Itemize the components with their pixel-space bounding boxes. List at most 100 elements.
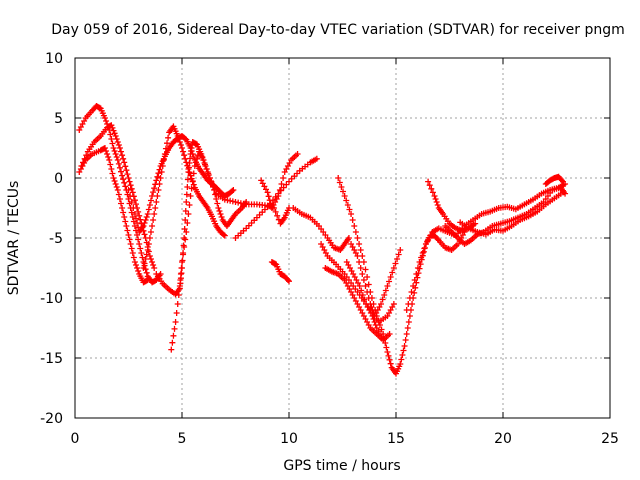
data-point (193, 155, 200, 162)
data-point (264, 203, 271, 210)
x-tick-labels: 0 5 10 15 20 25 (71, 431, 619, 447)
data-point (211, 186, 218, 193)
data-point (141, 260, 148, 267)
data-point (278, 181, 285, 187)
data-point (124, 227, 131, 234)
data-point (179, 145, 185, 151)
data-point (362, 283, 369, 289)
data-point (120, 155, 127, 162)
data-point (203, 166, 210, 172)
data-point (157, 175, 164, 181)
data-point (256, 211, 263, 218)
data-point (365, 295, 372, 301)
data-point (118, 168, 125, 175)
data-point (356, 259, 363, 265)
data-point (400, 347, 407, 354)
data-point (275, 193, 282, 199)
data-point (365, 281, 372, 288)
data-point (81, 155, 88, 162)
data-point (294, 151, 301, 157)
data-point (165, 134, 172, 141)
data-point (146, 235, 153, 241)
data-point (175, 136, 182, 142)
data-point (382, 287, 389, 294)
data-point (83, 152, 90, 159)
data-point (181, 244, 188, 250)
data-point (399, 352, 406, 358)
data-point (169, 339, 176, 346)
data-point (149, 223, 156, 229)
data-point (349, 217, 356, 223)
data-point (107, 161, 114, 168)
data-point (110, 127, 117, 134)
data-point (218, 214, 225, 220)
data-point (413, 271, 420, 277)
data-point (379, 296, 386, 303)
data-point (405, 301, 412, 307)
y-tick-label: 0 (54, 171, 63, 187)
data-point (434, 236, 441, 243)
data-point (174, 301, 181, 307)
data-point (384, 349, 391, 355)
y-tick-label: 10 (45, 51, 63, 67)
data-point (136, 241, 143, 247)
data-point (130, 205, 137, 211)
y-tick-label: 5 (54, 111, 63, 127)
data-point (401, 343, 408, 349)
data-point (390, 301, 397, 307)
data-point (429, 189, 436, 196)
data-point (356, 241, 363, 247)
data-point (181, 152, 188, 159)
data-point (144, 211, 151, 217)
data-point (184, 176, 191, 183)
data-point (276, 187, 283, 193)
data-point (243, 225, 250, 232)
data-point (378, 301, 385, 307)
data-point (180, 251, 187, 258)
data-point (348, 211, 355, 217)
data-point (416, 259, 423, 265)
data-point (127, 193, 134, 199)
series-track-18 (425, 178, 479, 234)
data-point (128, 245, 135, 252)
data-point (109, 124, 116, 131)
data-point (340, 188, 347, 195)
data-point (389, 269, 396, 276)
x-tick-label: 10 (280, 431, 298, 447)
data-point (404, 325, 411, 331)
data-point (428, 185, 435, 192)
data-point (405, 319, 412, 325)
data-point (384, 283, 391, 289)
data-point (341, 193, 348, 199)
data-point (183, 199, 190, 205)
data-point (280, 175, 287, 181)
data-point (265, 193, 272, 200)
data-point (411, 289, 418, 296)
data-point (103, 118, 110, 124)
data-point (286, 178, 292, 185)
data-point (425, 178, 432, 185)
data-point (110, 145, 117, 151)
data-point (403, 331, 410, 337)
data-point (131, 211, 138, 217)
data-point (364, 289, 371, 295)
data-point (161, 151, 168, 157)
data-point (361, 296, 368, 303)
data-point (559, 189, 566, 196)
data-point (152, 205, 159, 211)
data-point (414, 265, 421, 271)
data-point (118, 148, 125, 155)
data-point (135, 208, 142, 215)
data-point (185, 211, 192, 217)
data-point (217, 211, 224, 217)
data-point (172, 319, 179, 325)
data-point (272, 208, 279, 215)
data-point (375, 317, 382, 324)
data-point (192, 159, 199, 166)
data-point (184, 220, 191, 226)
data-point (168, 346, 175, 353)
data-point (145, 206, 152, 213)
data-point (141, 220, 148, 226)
data-point (213, 196, 220, 202)
